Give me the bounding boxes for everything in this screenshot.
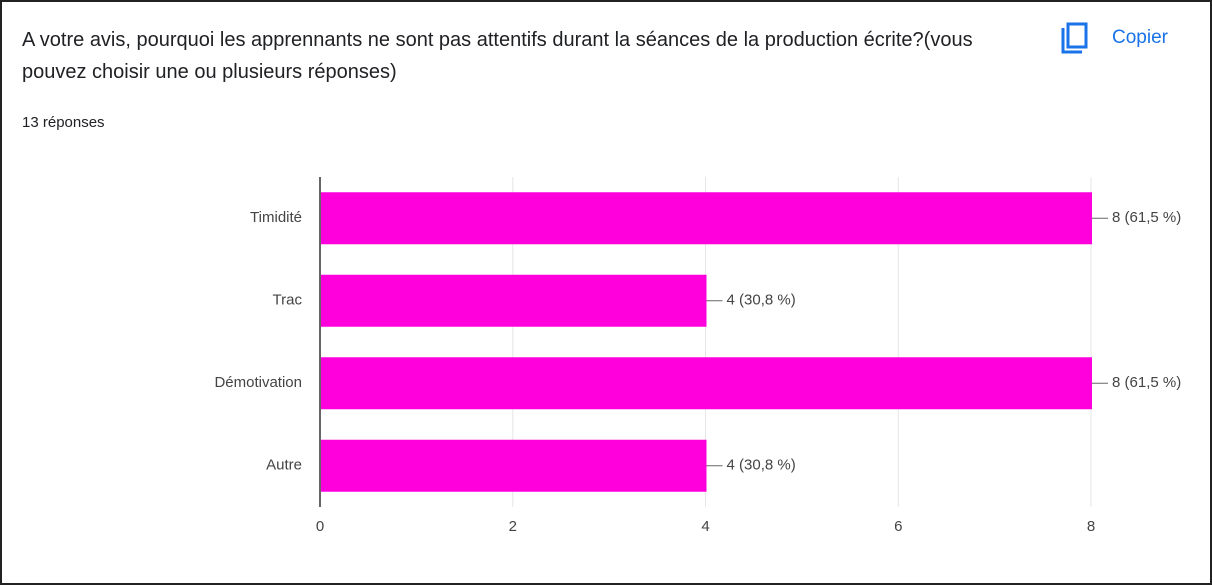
bar — [321, 274, 707, 327]
x-tick-label: 2 — [509, 518, 517, 535]
response-count: 13 réponses — [22, 114, 105, 131]
bar — [321, 192, 1092, 245]
category-label: Timidité — [250, 209, 302, 226]
category-label: Trac — [273, 292, 303, 309]
x-tick-label: 6 — [894, 518, 902, 535]
copy-button[interactable]: Copier — [1060, 20, 1168, 56]
value-label: 4 (30,8 %) — [727, 292, 796, 309]
x-tick-label: 8 — [1087, 518, 1095, 535]
category-label: Autre — [266, 457, 302, 474]
question-title: A votre avis, pourquoi les apprennants n… — [22, 29, 973, 83]
x-tick-label: 0 — [316, 518, 324, 535]
value-label: 8 (61,5 %) — [1112, 209, 1181, 226]
category-label: Démotivation — [214, 374, 302, 391]
copy-label[interactable]: Copier — [1112, 27, 1168, 48]
value-label: 8 (61,5 %) — [1112, 374, 1181, 391]
copy-icon — [1061, 22, 1088, 54]
value-label: 4 (30,8 %) — [727, 457, 796, 474]
bar — [321, 357, 1092, 410]
bar — [321, 439, 707, 492]
x-tick-label: 4 — [701, 518, 709, 535]
